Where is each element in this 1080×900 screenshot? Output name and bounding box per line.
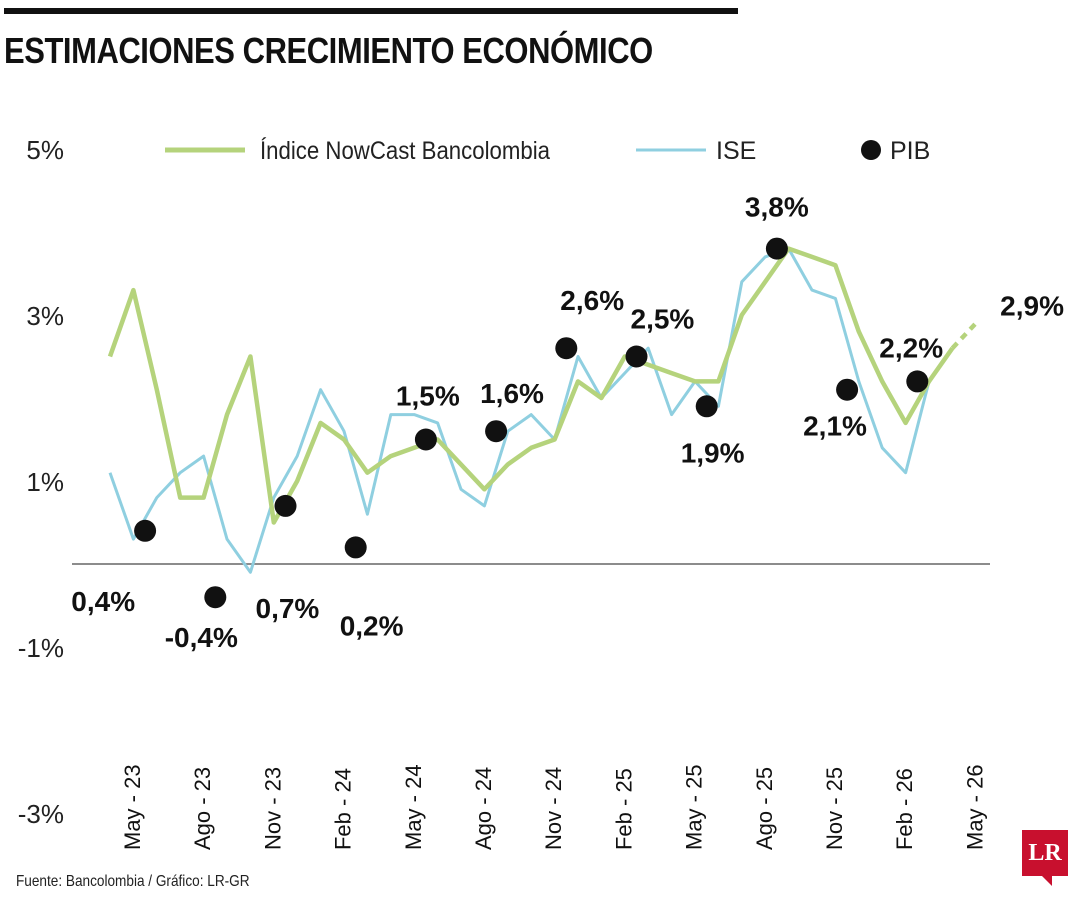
legend-nowcast-label: Índice NowCast Bancolombia <box>260 136 550 165</box>
end-value-label: 2,9% <box>1000 290 1064 321</box>
pib-label: 1,5% <box>396 381 460 412</box>
x-tick-label: Nov - 25 <box>822 767 847 850</box>
pib-label: 1,6% <box>480 378 544 409</box>
x-tick-label: May - 23 <box>120 764 145 850</box>
ise-line <box>108 247 931 574</box>
pib-label: 2,6% <box>560 285 624 316</box>
pib-label: 1,9% <box>681 437 745 468</box>
y-tick-label: 5% <box>26 135 64 165</box>
x-tick-label: Nov - 24 <box>541 767 566 850</box>
x-tick-label: Ago - 24 <box>471 767 496 850</box>
x-tick-label: May - 26 <box>962 764 987 850</box>
pib-dot <box>274 494 297 517</box>
pib-dot <box>414 428 437 451</box>
nowcast-line <box>107 246 955 525</box>
y-tick-label: -1% <box>18 633 64 663</box>
x-tick-label: Ago - 23 <box>190 767 215 850</box>
pib-label: 2,5% <box>631 304 695 335</box>
pib-dot <box>204 586 227 609</box>
x-tick-label: May - 24 <box>401 764 426 850</box>
pib-label: 0,7% <box>256 593 320 624</box>
legend-pib-swatch <box>861 140 881 160</box>
x-tick-label: Nov - 23 <box>260 767 285 850</box>
x-tick-label: May - 25 <box>682 764 707 850</box>
title-rule <box>4 8 738 14</box>
x-axis: May - 23 Ago - 23 Nov - 23 Feb - 24 May - 24… <box>120 764 987 850</box>
chart-title: ESTIMACIONES CRECIMIENTO ECONÓMICO <box>4 30 653 71</box>
pib-label: 2,2% <box>879 332 943 363</box>
pib-dot <box>906 370 929 393</box>
y-tick-label: 1% <box>26 467 64 497</box>
pib-dot <box>625 345 648 368</box>
pib-label: 0,2% <box>340 610 404 641</box>
pib-dot <box>695 395 718 418</box>
pib-dot <box>134 519 157 542</box>
pib-label: 0,4% <box>71 586 135 617</box>
lr-logo: LR <box>1022 830 1068 876</box>
legend-ise-label: ISE <box>716 137 756 165</box>
pib-label: 2,1% <box>803 411 867 442</box>
pib-dot <box>555 337 578 360</box>
pib-dot <box>485 420 508 443</box>
legend-pib-label: PIB <box>890 137 930 165</box>
x-tick-label: Ago - 25 <box>752 767 777 850</box>
pib-dot <box>836 378 859 401</box>
x-tick-label: Feb - 25 <box>611 768 636 850</box>
legend: Índice NowCast Bancolombia ISE PIB <box>165 136 930 165</box>
series-lines <box>107 246 978 574</box>
x-tick-label: Feb - 24 <box>331 768 356 850</box>
pib-points: 0,4% -0,4% 0,7% 0,2% 1,5% 1,6% 2,6%2,5% 1,9% 3,8… <box>71 192 1064 654</box>
pib-dot <box>344 536 367 559</box>
pib-label: -0,4% <box>165 622 238 653</box>
x-tick-label: Feb - 26 <box>892 768 917 850</box>
y-tick-label: 3% <box>26 301 64 331</box>
pib-dot <box>765 237 788 260</box>
source-note: Fuente: Bancolombia / Gráfico: LR-GR <box>16 873 250 890</box>
lr-logo-tail <box>1042 876 1052 886</box>
pib-label: 3,8% <box>745 192 809 223</box>
y-axis: 5% 3% 1% -1% -3% <box>18 135 64 829</box>
nowcast-projection <box>950 321 978 350</box>
y-tick-label: -3% <box>18 799 64 829</box>
